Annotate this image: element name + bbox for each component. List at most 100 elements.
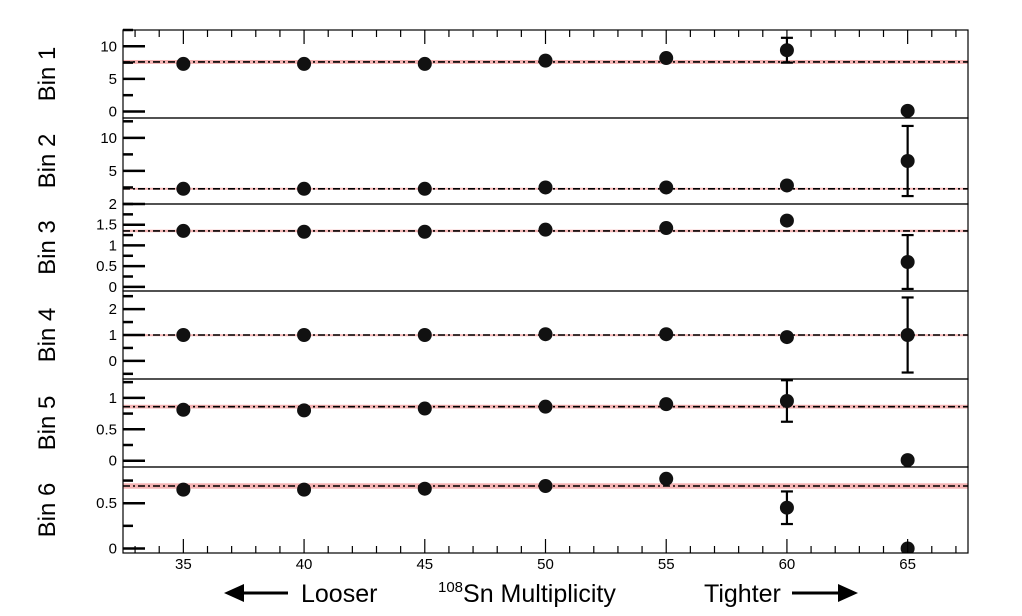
panel-label: Bin 2 (34, 134, 61, 189)
panel-3: 0 0.5 1 1.5 2 Bin 3 (34, 196, 969, 296)
panel-5-plot-area (123, 379, 968, 467)
data-point (900, 255, 915, 269)
y-tick-label: 5 (109, 71, 117, 88)
data-point (779, 394, 794, 408)
data-point (417, 56, 432, 71)
data-point (297, 181, 312, 196)
data-point (538, 327, 553, 342)
x-axis-title-text: Sn Multiplicity (463, 580, 616, 608)
y-tick-label: 1 (109, 390, 117, 407)
data-point (176, 402, 191, 417)
y-axis: 5 10 (100, 120, 145, 206)
panel-3-plot-area (123, 213, 968, 291)
looser-arrow (224, 584, 288, 602)
data-point (659, 397, 674, 412)
data-point (779, 500, 794, 515)
data-point (659, 180, 674, 195)
x-axis-looser-note: Looser (301, 580, 377, 608)
panel-label: Bin 3 (34, 220, 61, 275)
x-tick-label: 45 (416, 556, 433, 573)
panel-4: 0 1 2 Bin 4 (34, 290, 969, 380)
data-point (779, 43, 794, 58)
data-point (538, 180, 553, 195)
data-point (417, 401, 432, 416)
data-point (297, 328, 312, 342)
y-tick-label: 2 (109, 196, 117, 213)
data-point (900, 453, 915, 467)
y-tick-label: 10 (100, 130, 117, 147)
panel-label: Bin 4 (34, 308, 61, 363)
x-tick-label: 65 (899, 556, 916, 573)
y-tick-label: 0 (109, 279, 117, 296)
data-point (297, 56, 312, 71)
panel-1-plot-area (123, 36, 968, 118)
y-tick-label: 10 (100, 38, 117, 55)
y-tick-label: 0 (109, 103, 117, 120)
y-tick-label: 0.5 (96, 421, 117, 438)
y-axis: 00.5 (96, 479, 145, 557)
tighter-arrow (792, 584, 858, 602)
panel-label: Bin 6 (34, 483, 61, 538)
x-axis: 35 40 45 50 55 60 65 (134, 30, 957, 573)
data-point (417, 328, 432, 342)
data-point (417, 181, 432, 196)
x-tick-label: 40 (296, 556, 313, 573)
y-tick-label: 0.5 (96, 495, 117, 512)
data-point (176, 56, 191, 71)
data-point (176, 482, 191, 497)
y-tick-label: 2 (109, 301, 117, 318)
data-point (779, 330, 794, 345)
panel-label: Bin 5 (34, 396, 61, 451)
y-axis: 0 5 10 (100, 28, 145, 120)
y-tick-label: 1.5 (96, 217, 117, 234)
y-tick-label: 1 (109, 327, 117, 344)
panel-frame (122, 378, 969, 468)
x-tick-label: 35 (175, 556, 192, 573)
data-point (297, 224, 312, 239)
data-point (900, 103, 915, 118)
panel-2: 5 10 Bin 2 (34, 117, 969, 206)
data-point (779, 213, 794, 228)
panel-2-plot-area (123, 124, 968, 198)
data-point (538, 222, 553, 237)
x-axis-title-superscript: 108 (438, 579, 463, 596)
y-tick-label: 0 (109, 453, 117, 470)
y-axis: 0 0.5 1 1.5 2 (96, 196, 145, 296)
data-point (659, 327, 674, 342)
panel-1: 0 5 10 Bin 1 (34, 28, 969, 120)
data-point (900, 328, 915, 342)
data-point (176, 223, 191, 238)
data-point (176, 328, 191, 342)
data-point (417, 224, 432, 239)
y-axis: 00.51 (96, 380, 145, 470)
panel-6-plot-area (123, 471, 968, 553)
x-tick-label: 55 (658, 556, 675, 573)
data-point (297, 482, 312, 497)
y-tick-label: 0 (109, 353, 117, 370)
data-point (538, 399, 553, 414)
data-point (900, 154, 915, 168)
data-point (176, 181, 191, 196)
x-axis-tighter-note: Tighter (704, 580, 781, 608)
data-point (659, 471, 674, 486)
y-tick-label: 0.5 (96, 258, 117, 275)
y-tick-label: 5 (109, 163, 117, 180)
x-tick-label: 50 (537, 556, 554, 573)
x-tick-label: 60 (779, 556, 796, 573)
data-point (659, 221, 674, 236)
x-axis-title: 108Sn Multiplicity (438, 579, 616, 608)
y-axis: 0 1 2 (109, 294, 145, 376)
y-tick-label: 1 (109, 237, 117, 254)
panel-label: Bin 1 (34, 47, 61, 102)
data-point (297, 403, 312, 418)
y-tick-label: 0 (109, 540, 117, 557)
panel-frame (122, 203, 969, 292)
data-point (659, 51, 674, 66)
data-point (779, 178, 794, 193)
data-point (417, 481, 432, 496)
data-point (538, 479, 553, 494)
